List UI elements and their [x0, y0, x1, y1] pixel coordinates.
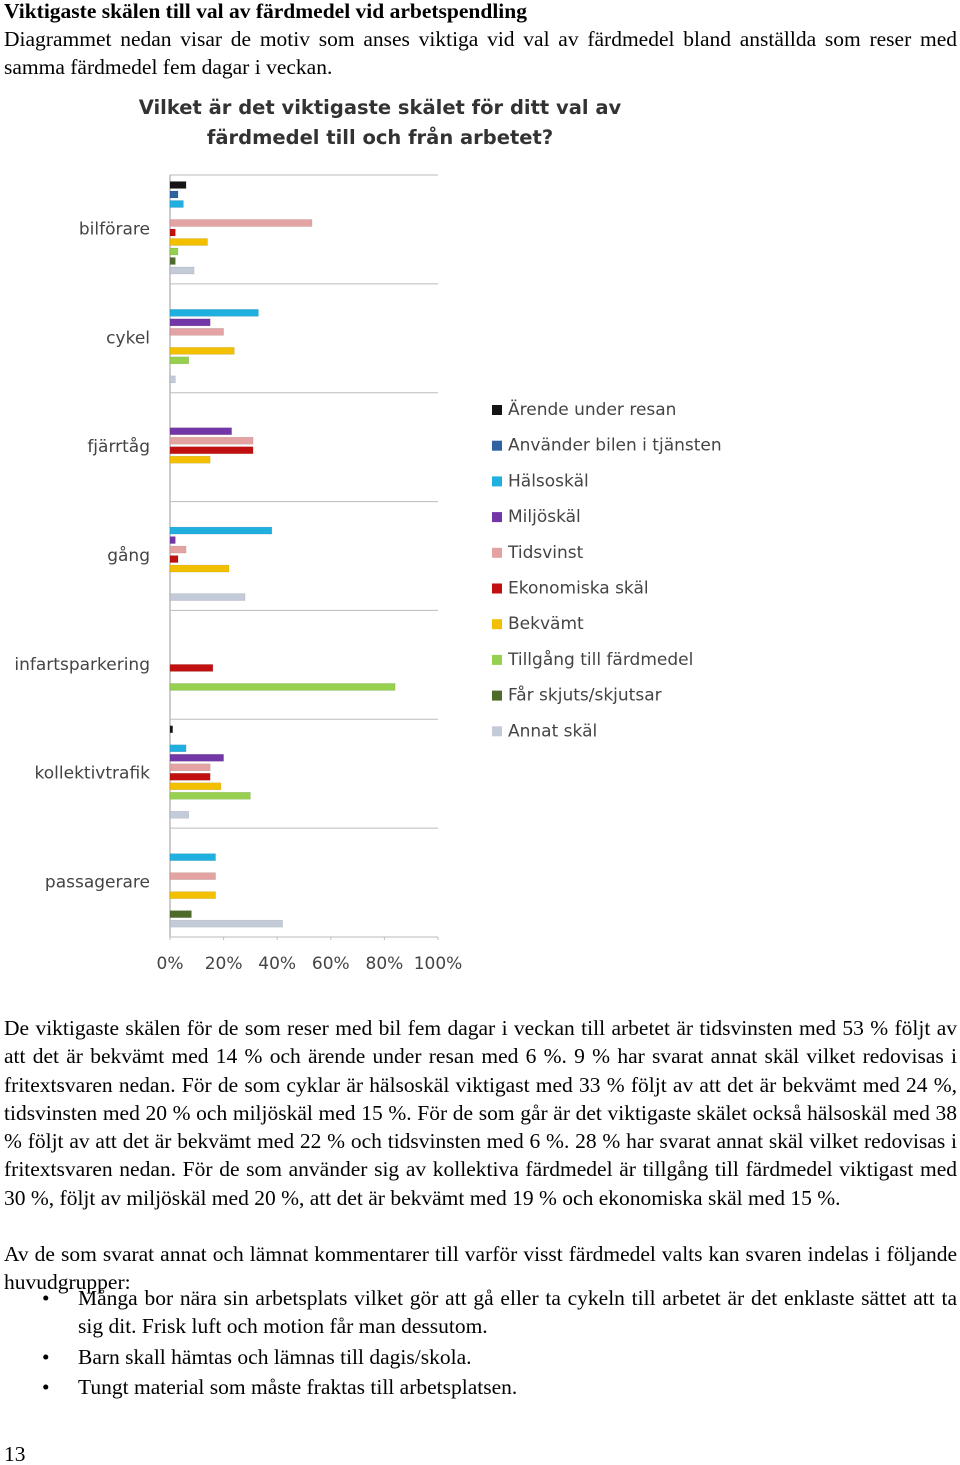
bar	[169, 526, 273, 535]
bullet-item: Många bor nära sin arbetsplats vilket gö…	[4, 1284, 957, 1341]
bar	[169, 744, 187, 753]
chart-title: Vilket är det viktigaste skälet för ditt…	[138, 96, 622, 149]
bar	[169, 872, 216, 880]
intro: Diagrammet nedan visar de motiv som anse…	[4, 27, 957, 80]
bar	[169, 247, 179, 256]
legend-swatch	[492, 547, 502, 558]
bar	[169, 228, 176, 237]
category-label: infartsparkering	[14, 655, 150, 675]
legend-swatch	[492, 726, 502, 737]
bar	[169, 427, 232, 435]
bar	[169, 664, 214, 672]
category-label: passagerare	[45, 873, 150, 893]
legend-label: Hälsoskäl	[508, 471, 589, 491]
bar	[169, 773, 211, 781]
bar	[169, 910, 192, 918]
legend-label: Får skjuts/skjutsar	[508, 685, 662, 706]
legend-swatch	[492, 440, 502, 451]
bar	[169, 190, 179, 199]
bar	[169, 318, 211, 327]
bar	[169, 725, 173, 734]
bar	[169, 257, 176, 265]
legend-label: Annat skäl	[508, 721, 597, 741]
bar	[169, 200, 184, 208]
x-tick-label: 20%	[205, 954, 243, 974]
bar	[169, 375, 176, 384]
bar	[169, 683, 396, 691]
bar	[169, 754, 224, 762]
bar	[169, 436, 254, 445]
bullet-list: Många bor nära sin arbetsplats vilket gö…	[4, 1284, 957, 1403]
category-label: cykel	[106, 328, 150, 348]
category-label: gång	[107, 545, 150, 566]
x-tick-label: 0%	[157, 954, 184, 974]
legend-swatch	[492, 619, 502, 630]
bar	[169, 763, 211, 772]
bar	[169, 919, 283, 928]
chart: 0% 20% 40% 60% 80% 100% bilförare cykel fjärrtåg…	[14, 174, 722, 974]
bar	[169, 555, 179, 563]
bar	[169, 181, 187, 189]
legend-swatch	[492, 583, 502, 594]
x-tick-label: 40%	[258, 954, 296, 974]
x-tick-label: 80%	[366, 954, 404, 974]
paragraph: Av de som svarat annat och lämnat kommen…	[4, 1242, 957, 1295]
legend-swatch	[492, 690, 502, 701]
bar	[169, 782, 222, 791]
bar	[169, 545, 187, 554]
bar	[169, 455, 211, 464]
bar	[169, 238, 208, 246]
category-label: bilförare	[79, 219, 150, 239]
category-label: kollektivtrafik	[35, 764, 151, 784]
legend-label: Tillgång till färdmedel	[507, 649, 693, 670]
bullet-item: Barn skall hämtas och lämnas till dagis/…	[4, 1343, 957, 1372]
bar	[169, 309, 259, 317]
bar	[169, 446, 254, 454]
legend-label: Tidsvinst	[507, 543, 584, 563]
legend-label: Miljöskäl	[508, 507, 581, 527]
bar	[169, 593, 246, 601]
bar	[169, 347, 235, 355]
bar	[169, 266, 195, 275]
bullet-item: Tungt material som måste fraktas till ar…	[4, 1373, 957, 1402]
bar	[169, 792, 251, 800]
bar	[169, 811, 190, 819]
x-tick-label: 100%	[414, 954, 463, 974]
legend-swatch	[492, 512, 502, 523]
bar	[169, 328, 224, 336]
category-label: fjärrtåg	[87, 436, 150, 457]
legend-swatch	[492, 654, 502, 665]
bar	[169, 356, 190, 365]
bar	[169, 536, 176, 544]
page-number: 13	[4, 1442, 26, 1465]
bar	[169, 564, 230, 573]
bar	[169, 853, 216, 861]
bar	[169, 891, 216, 899]
legend-swatch	[492, 405, 502, 415]
bar	[169, 219, 313, 227]
paragraph: De viktigaste skälen för de som reser me…	[4, 1016, 957, 1210]
legend-label: Ärende under resan	[508, 399, 676, 420]
x-tick-label: 60%	[312, 954, 350, 974]
heading: Viktigaste skälen till val av färdmedel …	[4, 0, 527, 23]
legend-swatch	[492, 476, 502, 487]
legend-label: Använder bilen i tjänsten	[508, 436, 722, 456]
legend-label: Bekvämt	[508, 614, 584, 634]
legend-label: Ekonomiska skäl	[508, 579, 649, 599]
